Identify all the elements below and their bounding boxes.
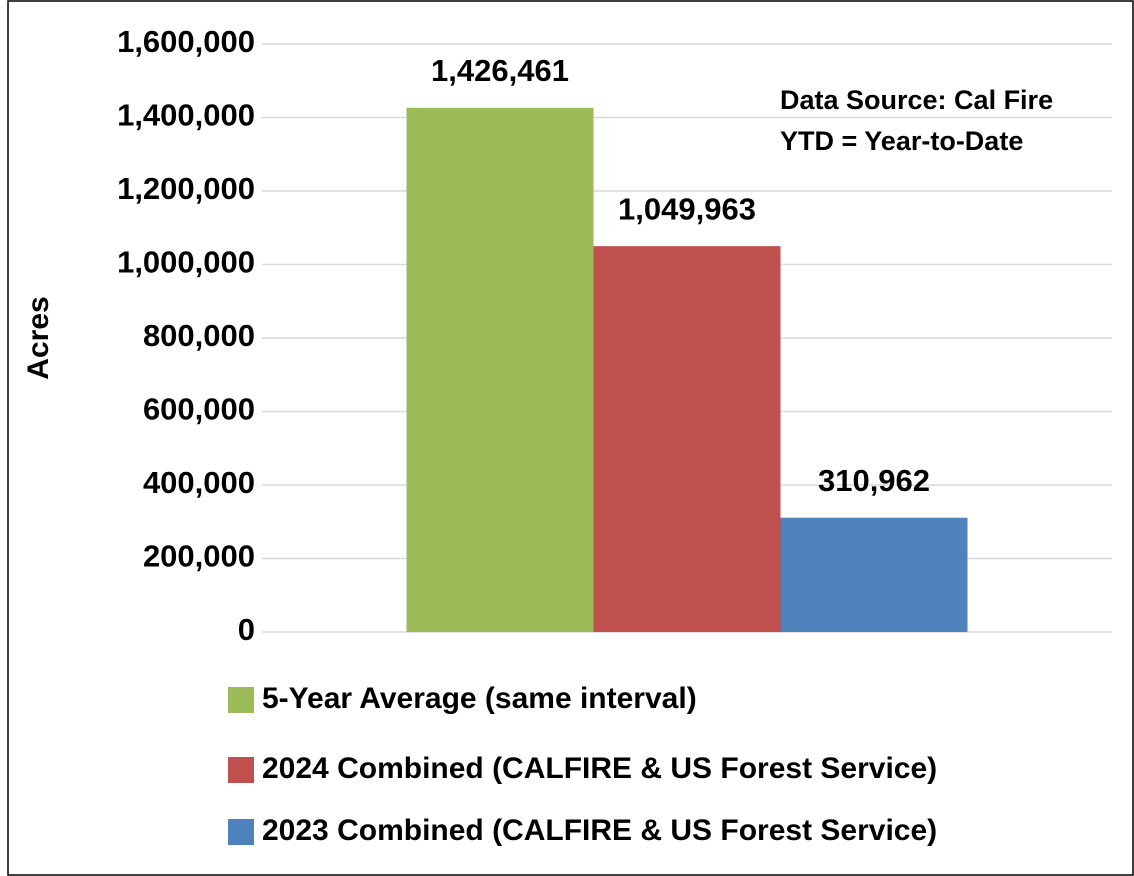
value-label: 310,962 xyxy=(818,463,930,498)
bar xyxy=(406,107,594,633)
legend-swatch xyxy=(228,687,254,713)
y-tick-label: 600,000 xyxy=(143,392,255,427)
legend-label: 2024 Combined (CALFIRE & US Forest Servi… xyxy=(262,752,937,785)
y-tick-label: 800,000 xyxy=(143,318,255,353)
bar xyxy=(593,246,781,632)
y-tick-label: 400,000 xyxy=(143,465,255,500)
y-axis-label: Acres xyxy=(22,296,55,379)
y-tick-label: 200,000 xyxy=(143,539,255,574)
y-tick-label: 1,400,000 xyxy=(117,98,255,133)
bar xyxy=(780,517,968,632)
annotation: Data Source: Cal Fire xyxy=(780,85,1053,115)
value-label: 1,049,963 xyxy=(618,191,756,226)
y-tick-label: 0 xyxy=(238,612,255,647)
y-tick-label: 1,200,000 xyxy=(117,171,255,206)
value-label: 1,426,461 xyxy=(431,53,569,88)
annotation: YTD = Year-to-Date xyxy=(780,126,1023,156)
legend-label: 5-Year Average (same interval) xyxy=(262,682,697,715)
legend-swatch xyxy=(228,757,254,783)
y-tick-label: 1,000,000 xyxy=(117,245,255,280)
y-tick-label: 1,600,000 xyxy=(117,24,255,59)
legend-label: 2023 Combined (CALFIRE & US Forest Servi… xyxy=(262,814,937,847)
legend-swatch xyxy=(228,819,254,845)
